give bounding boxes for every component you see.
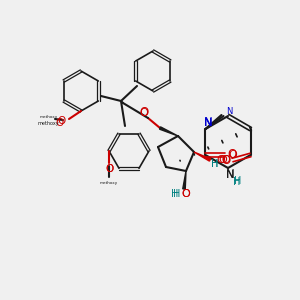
Text: O: O bbox=[55, 118, 63, 128]
Text: O: O bbox=[57, 116, 65, 126]
Text: methoxy: methoxy bbox=[40, 115, 58, 119]
Text: H: H bbox=[211, 159, 219, 169]
Text: O: O bbox=[221, 154, 230, 166]
Text: H: H bbox=[234, 176, 242, 186]
Text: N: N bbox=[226, 106, 233, 116]
Text: O: O bbox=[140, 108, 148, 118]
Text: N: N bbox=[204, 118, 213, 128]
Polygon shape bbox=[183, 171, 186, 189]
Text: O: O bbox=[140, 106, 148, 119]
Text: N: N bbox=[226, 170, 234, 180]
Text: O: O bbox=[228, 150, 237, 160]
Text: O: O bbox=[182, 189, 190, 199]
Text: methoxy: methoxy bbox=[100, 181, 118, 185]
Text: H: H bbox=[171, 189, 179, 199]
Text: O: O bbox=[217, 155, 225, 165]
Polygon shape bbox=[160, 127, 178, 136]
Text: N: N bbox=[226, 169, 234, 182]
Text: O: O bbox=[219, 155, 227, 165]
Text: H: H bbox=[173, 189, 181, 199]
Text: H: H bbox=[233, 177, 241, 187]
Text: O: O bbox=[228, 148, 237, 161]
Text: O: O bbox=[105, 164, 113, 174]
Text: O: O bbox=[182, 189, 190, 199]
Text: N: N bbox=[204, 118, 213, 128]
Polygon shape bbox=[194, 152, 211, 161]
Text: N: N bbox=[204, 116, 213, 130]
Text: methoxy: methoxy bbox=[37, 122, 59, 127]
Text: O: O bbox=[105, 164, 113, 174]
Text: H: H bbox=[211, 159, 219, 169]
Text: O: O bbox=[221, 155, 230, 165]
